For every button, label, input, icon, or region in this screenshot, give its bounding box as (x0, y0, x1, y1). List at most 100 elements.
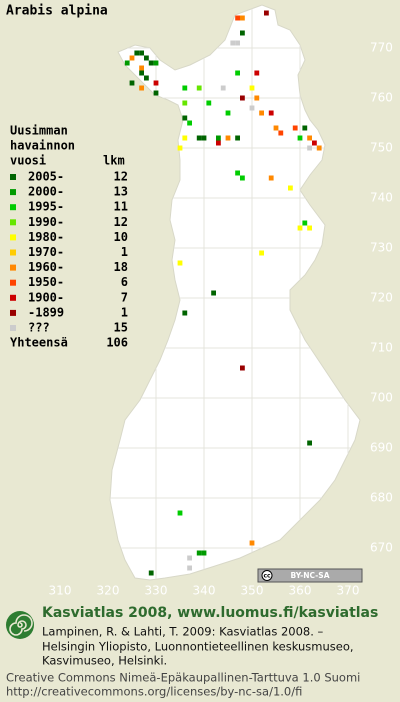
observation-square (249, 105, 255, 111)
observation-square (177, 260, 183, 266)
legend-count: 1 (121, 245, 128, 259)
observation-square (312, 140, 317, 146)
observation-square (288, 185, 293, 191)
y-tick-label: 690 (370, 441, 393, 455)
y-tick-label: 730 (370, 241, 393, 255)
legend-label: -1899 (28, 305, 64, 319)
observation-square (235, 40, 240, 46)
observation-square (297, 225, 303, 231)
legend-count: 10 (114, 230, 128, 244)
legend-count: 1 (121, 305, 128, 319)
finland-outline (109, 4, 361, 581)
x-tick-label: 310 (49, 584, 72, 598)
citation-line: Lampinen, R. & Lahti, T. 2009: Kasviatla… (42, 625, 324, 639)
legend-label: 1960- (28, 260, 64, 274)
map-title: Arabis alpina (6, 4, 108, 19)
observation-square (307, 145, 312, 151)
legend-count: 7 (121, 290, 128, 304)
legend-count: 12 (114, 170, 128, 184)
legend-total: 106 (106, 336, 128, 350)
observation-square (240, 365, 245, 371)
cc-symbol: cc (263, 573, 271, 580)
observation-square (307, 440, 312, 446)
y-tick-label: 680 (370, 491, 393, 505)
legend-label: 1900- (28, 290, 64, 304)
observation-square (254, 95, 260, 101)
observation-square (182, 85, 188, 91)
observation-square (225, 135, 231, 141)
observation-square (316, 145, 322, 151)
observation-square (235, 15, 240, 21)
brand: Kasviatlas 2008, www.luomus.fi/kasviatla… (42, 605, 378, 621)
observation-square (240, 30, 245, 36)
y-tick-label: 700 (370, 391, 393, 405)
legend-label: 1970- (28, 245, 64, 259)
cc-badge-circle (261, 570, 273, 581)
legend-label: 2005- (28, 170, 64, 184)
x-tick-label: 370 (337, 584, 360, 598)
observation-square (129, 55, 135, 61)
observation-square (182, 135, 188, 141)
observation-square (206, 100, 212, 106)
legend-label: 2000- (28, 185, 64, 199)
legend-label: 1990- (28, 215, 64, 229)
legend-label: ??? (28, 321, 50, 335)
observation-square (240, 15, 245, 21)
observation-square (216, 135, 221, 141)
observation-square (139, 70, 144, 76)
legend-label: 1995- (28, 200, 64, 214)
legend-heading: havainnon (10, 139, 75, 153)
observation-square (134, 50, 140, 56)
observation-square (201, 550, 207, 556)
legend-label: 1950- (28, 275, 64, 289)
observation-square (254, 70, 260, 76)
observation-square (139, 85, 144, 91)
legend-total-label: Yhteensä (10, 336, 68, 350)
observation-square (216, 140, 221, 146)
observation-square (302, 125, 308, 131)
observation-square (235, 70, 240, 76)
legend-count: 13 (114, 185, 128, 199)
observation-square (259, 250, 264, 256)
observation-square (148, 570, 154, 576)
observation-square (144, 75, 149, 81)
observation-square (235, 170, 240, 176)
observation-square (264, 10, 269, 16)
legend-heading: vuosi (10, 154, 46, 168)
y-tick-label: 750 (370, 141, 393, 155)
y-tick-label: 670 (370, 541, 393, 555)
observation-square (278, 130, 284, 136)
legend-swatch (10, 279, 16, 286)
observation-square (129, 80, 135, 86)
observation-square (139, 50, 144, 56)
observation-square (225, 110, 231, 116)
legend-swatch (10, 249, 16, 256)
observation-square (235, 135, 240, 141)
legend-swatch (10, 174, 16, 180)
observation-square (196, 550, 202, 556)
logo-disc (6, 611, 34, 639)
legend-swatch (10, 325, 16, 331)
cc-badge-box (257, 568, 363, 583)
cc-badge-text: BY-NC-SA (290, 571, 329, 580)
legend-count: 12 (114, 215, 128, 229)
license-line: http://creativecommons.org/licenses/by-n… (6, 685, 302, 699)
observations (124, 10, 322, 576)
observation-square (182, 310, 188, 316)
observation-square (148, 60, 154, 66)
observation-square (153, 80, 159, 86)
citation-line: Helsingin Yliopisto, Luonnontieteellinen… (42, 640, 354, 654)
y-tick-label: 770 (370, 41, 393, 55)
cc-badge: cc BY-NC-SA (257, 568, 363, 583)
x-tick-label: 360 (289, 584, 312, 598)
legend-count: 15 (114, 321, 128, 335)
observation-square (220, 85, 226, 91)
observation-square (177, 145, 183, 151)
observation-square (182, 100, 188, 106)
observation-square (268, 110, 274, 116)
legend-swatch (10, 219, 16, 226)
observation-square (201, 135, 207, 141)
x-tick-label: 350 (241, 584, 264, 598)
